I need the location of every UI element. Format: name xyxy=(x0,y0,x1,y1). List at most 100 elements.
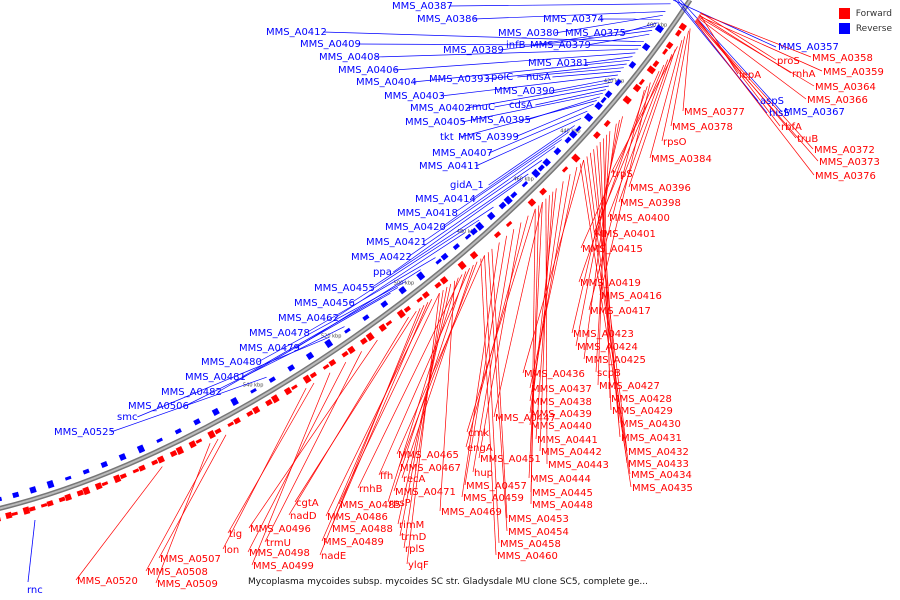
label-line xyxy=(621,22,658,34)
tick-label: 420 kbp xyxy=(604,78,624,84)
forward-gene-label: MMS_A0435 xyxy=(632,483,693,494)
reverse-feature xyxy=(230,396,239,407)
reverse-feature xyxy=(614,79,622,87)
label-line xyxy=(554,14,663,34)
reverse-feature xyxy=(628,60,637,69)
forward-gene-label: MMS_A0398 xyxy=(620,198,681,209)
reverse-feature xyxy=(362,314,370,321)
reverse-gene-label: infB xyxy=(506,40,526,51)
reverse-gene-label: MMS_A0393 xyxy=(429,74,490,85)
forward-gene-label: MMS_A0499 xyxy=(253,561,314,572)
reverse-gene-label: smc xyxy=(117,412,137,423)
forward-feature xyxy=(328,358,337,367)
forward-feature xyxy=(385,320,393,327)
label-line xyxy=(325,299,433,517)
forward-gene-label: MMS_A0459 xyxy=(463,493,524,504)
label-line xyxy=(248,339,378,529)
label-line xyxy=(387,277,459,503)
reverse-feature xyxy=(211,407,220,416)
label-line xyxy=(588,90,645,311)
label-line xyxy=(698,16,815,87)
label-line xyxy=(350,219,480,304)
reverse-gene-label: MMS_A0367 xyxy=(784,107,845,118)
label-line xyxy=(673,0,777,48)
reverse-feature xyxy=(193,418,201,426)
gene-labels: MMS_A0387 MMS_A0386 MMS_A0380 MMS_A0374 MMS_… xyxy=(27,1,884,596)
reverse-gene-label: MMS_A0455 xyxy=(314,283,375,294)
reverse-feature xyxy=(156,437,163,443)
label-line xyxy=(27,519,36,583)
reverse-feature xyxy=(29,486,37,494)
label-line xyxy=(488,125,575,186)
label-line xyxy=(487,252,508,532)
reverse-gene-label: MMS_A0375 xyxy=(565,28,626,39)
label-line xyxy=(695,19,814,150)
reverse-feature xyxy=(537,164,545,172)
forward-gene-label: MMS_A0434 xyxy=(631,470,692,481)
reverse-feature xyxy=(344,327,351,334)
forward-gene-label: MMS_A0485 xyxy=(340,500,401,511)
forward-gene-label: trmU xyxy=(266,538,291,549)
label-line xyxy=(529,188,557,426)
reverse-gene-label: MMS_A0411 xyxy=(419,161,480,172)
forward-feature xyxy=(28,506,36,512)
label-line xyxy=(251,372,331,566)
label-line xyxy=(465,215,529,448)
label-line xyxy=(545,198,548,465)
label-line xyxy=(439,280,455,512)
forward-gene-label: MMS_A0417 xyxy=(590,306,651,317)
reverse-feature xyxy=(594,101,603,111)
forward-gene-label: MMS_A0358 xyxy=(812,53,873,64)
reverse-gene-label: MMS_A0422 xyxy=(351,252,412,263)
reverse-feature xyxy=(324,338,334,349)
reverse-gene-label: aspS xyxy=(760,96,784,107)
label-line xyxy=(441,146,556,228)
label-line xyxy=(375,48,639,58)
reverse-swatch xyxy=(838,23,850,34)
label-line xyxy=(330,302,429,529)
reverse-gene-label: MMS_A0357 xyxy=(778,42,839,53)
forward-gene-label: nadE xyxy=(321,551,346,562)
forward-gene-label: MMS_A0442 xyxy=(541,447,602,458)
label-line xyxy=(552,71,621,78)
label-line xyxy=(241,287,399,378)
reverse-feature xyxy=(521,181,529,188)
label-line xyxy=(586,156,628,464)
forward-feature xyxy=(434,281,442,289)
legend-forward: Forward xyxy=(838,8,892,19)
label-line xyxy=(682,28,691,112)
reverse-feature xyxy=(268,376,276,383)
label-line xyxy=(294,311,417,503)
reverse-label: Reverse xyxy=(855,23,892,34)
forward-feature xyxy=(378,323,387,332)
label-line xyxy=(321,305,425,542)
label-line xyxy=(440,74,618,97)
forward-feature xyxy=(439,276,449,285)
label-line xyxy=(532,26,655,46)
forward-feature xyxy=(505,220,513,228)
label-line xyxy=(579,163,632,488)
forward-gene-label: MMS_A0486 xyxy=(327,512,388,523)
forward-gene-label: trmD xyxy=(401,532,427,543)
reverse-gene-label: tkt xyxy=(440,132,454,143)
label-line xyxy=(493,202,543,418)
label-line xyxy=(530,208,536,505)
reverse-feature xyxy=(564,136,572,144)
reverse-gene-label: polC xyxy=(491,72,513,83)
forward-gene-label: lon xyxy=(224,545,239,556)
forward-gene-label: MMS_A0439 xyxy=(531,409,592,420)
forward-feature xyxy=(113,474,122,484)
reverse-feature xyxy=(64,475,72,481)
reverse-feature xyxy=(452,243,460,251)
forward-feature xyxy=(646,65,656,75)
forward-label: Forward xyxy=(855,8,892,19)
forward-feature xyxy=(207,430,216,439)
label-line xyxy=(491,248,508,519)
forward-gene-label: trpS xyxy=(612,169,633,180)
forward-gene-label: rplS xyxy=(405,544,425,555)
forward-gene-label: MMS_A0430 xyxy=(620,419,681,430)
reverse-feature xyxy=(641,42,651,52)
label-line xyxy=(393,180,522,273)
label-line xyxy=(575,119,620,347)
forward-feature xyxy=(94,482,103,490)
